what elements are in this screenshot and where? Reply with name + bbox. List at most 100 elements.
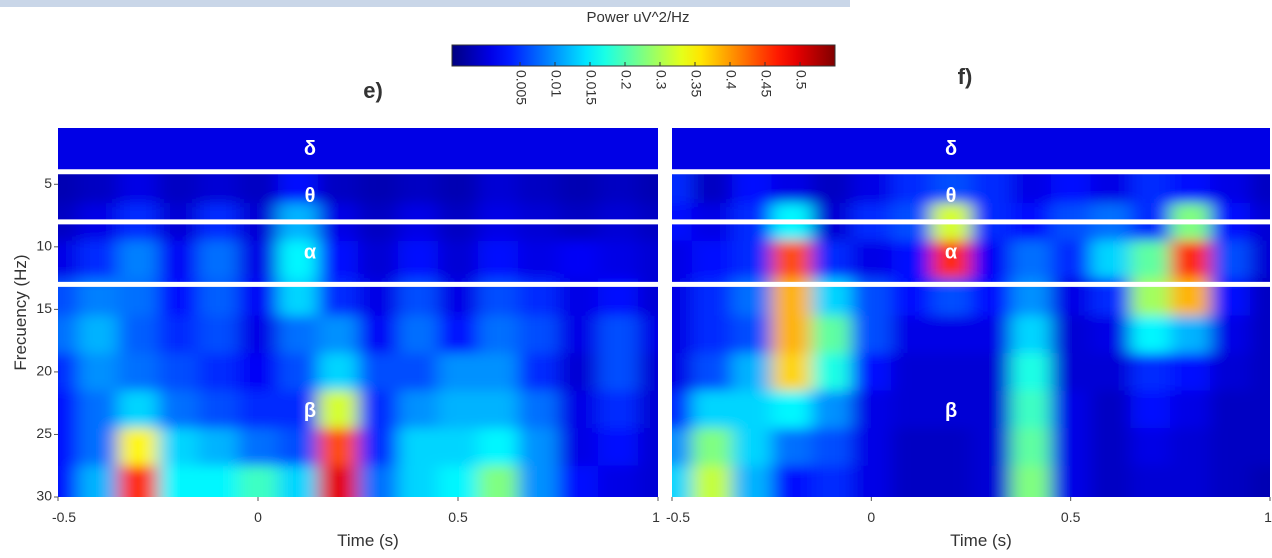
heatmap-cell [278,315,319,354]
delta-band [672,128,1270,172]
heatmap-cell [198,390,239,429]
heatmap-cell [1210,315,1251,354]
heatmap-cell [691,353,733,392]
heatmap-cell [198,353,239,392]
heatmap-cell [318,240,359,279]
heatmap-cell [1050,353,1092,392]
heatmap-cell [731,428,773,467]
heatmap-cell [558,390,599,429]
band-label: δ [304,138,316,160]
colorbar-tick-label: 0.4 [723,70,739,90]
colorbar-tick-label: 0.45 [758,70,774,97]
y-tick-label: 20 [36,363,52,379]
heatmap-cell [811,465,852,497]
heatmap-cell [78,390,119,429]
band-label: α [945,241,958,263]
heatmap-cell [198,315,239,354]
heatmap-cell [731,465,773,497]
heatmap-cell [1010,390,1052,429]
heatmap-cell [1050,465,1092,497]
colorbar [451,44,836,67]
heatmap-cell [278,390,319,429]
heatmap-cell [478,240,519,279]
heatmap-cell [118,428,159,467]
heatmap-cell [672,315,693,354]
heatmap-cell [1090,240,1131,279]
heatmap-cell [78,315,119,354]
heatmap-cell [58,278,79,317]
heatmap-cell [598,465,639,497]
heatmap-cell [558,315,599,354]
heatmap-cell [558,465,599,497]
heatmap-cell [891,428,932,467]
heatmap-cell [78,465,119,497]
band-label: θ [305,185,316,207]
panel-label: e) [363,78,383,103]
heatmap-cell [1250,428,1270,467]
heatmap-cell [1130,353,1171,392]
heatmap-cell [971,315,1012,354]
heatmap-cell [398,353,439,392]
heatmap-cell [1170,240,1211,279]
heatmap-cell [1210,390,1251,429]
heatmap-cell [1250,315,1270,354]
heatmap-cell [1210,240,1251,279]
heatmap-cell [731,315,773,354]
x-tick-label: 1 [1264,509,1272,525]
heatmap-cell [318,315,359,354]
x-tick-label: -0.5 [52,509,76,525]
heatmap-cell [438,428,479,467]
heatmap-cell [238,428,279,467]
heatmap-cell [478,428,519,467]
band-label: β [945,400,957,422]
heatmap-cell [891,315,932,354]
heatmap-cell [931,390,972,429]
heatmap-cell [1210,465,1251,497]
heatmap-cell [771,315,813,354]
heatmap-cell [931,240,972,279]
heatmap-cell [58,240,79,279]
heatmap-cell [58,465,79,497]
y-tick-label: 15 [36,300,52,316]
heatmap-cell [238,353,279,392]
heatmap-cell [1130,240,1171,279]
heatmap-cell [1010,465,1052,497]
colorbar-title: Power uV^2/Hz [587,9,690,26]
heatmap-cell [518,315,559,354]
heatmap-cell [851,428,892,467]
heatmap-cell [398,465,439,497]
heatmap-cell [811,240,852,279]
heatmap-cell [731,353,773,392]
heatmap-cell [558,428,599,467]
heatmap-cell [891,465,932,497]
heatmap-cell [1050,240,1092,279]
heatmap-cell [1130,315,1171,354]
heatmap-cell [438,240,479,279]
heatmap-cell [1050,315,1092,354]
heatmap-cell [1090,315,1131,354]
heatmap-cell [811,315,852,354]
heatmap-cell [598,315,639,354]
heatmap-cell [198,428,239,467]
heatmap-cell [558,240,599,279]
heatmap-cell [771,390,813,429]
y-tick-label: 30 [36,488,52,504]
heatmap-cell [1090,465,1131,497]
heatmap-cell [158,465,199,497]
heatmap-cell [118,390,159,429]
heatmap-cell [358,353,399,392]
heatmap-cell [638,240,658,279]
heatmap-cell [691,390,733,429]
heatmap-cell [638,465,658,497]
heatmap-cell [318,428,359,467]
heatmap-cell [118,465,159,497]
colorbar-tick-label: 0.005 [513,70,529,105]
heatmap-cell [238,390,279,429]
heatmap-cell [438,390,479,429]
heatmap-cell [58,315,79,354]
heatmap-cell [811,390,852,429]
heatmap-cell [58,428,79,467]
heatmap-cell [478,390,519,429]
heatmap-cell [691,428,733,467]
